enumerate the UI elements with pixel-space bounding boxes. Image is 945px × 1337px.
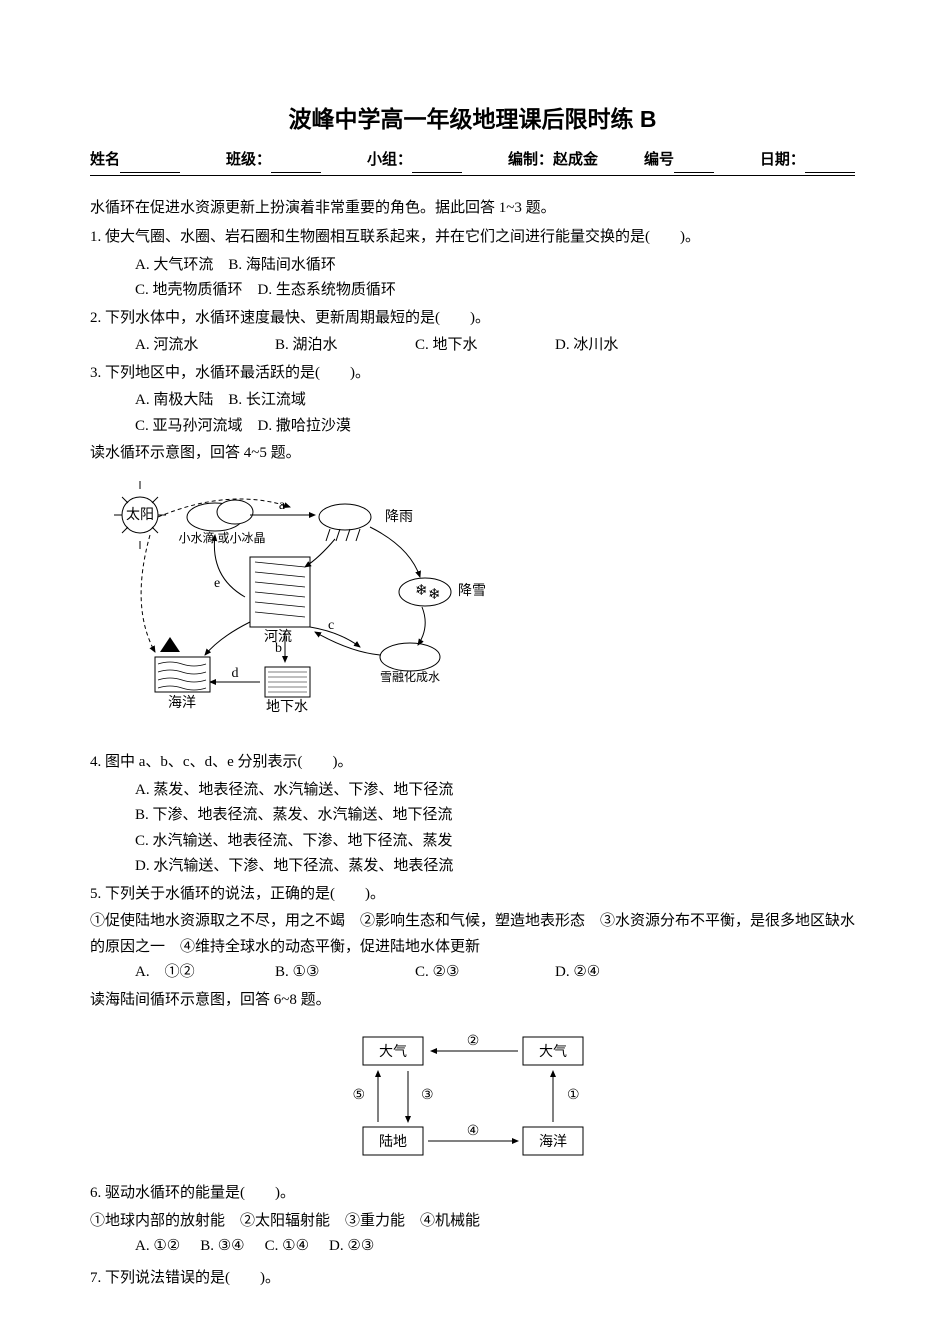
q1-opt-a: A. 大气环流 bbox=[135, 257, 213, 273]
q3-opt-c: C. 亚马孙河流域 bbox=[135, 418, 243, 434]
question-7: 7. 下列说法错误的是( )。 bbox=[90, 1266, 855, 1292]
header-row: 姓名 班级： 小组： 编制：赵成金 编号 日期： bbox=[90, 147, 855, 176]
question-3: 3. 下列地区中，水循环最活跃的是( )。 bbox=[90, 361, 855, 387]
q4-opt-b: B. 下渗、地表径流、蒸发、水汽输送、地下径流 bbox=[135, 803, 855, 829]
svg-text:地下水: 地下水 bbox=[266, 699, 308, 715]
q5-options: A. ①② B. ①③ C. ②③ D. ②④ bbox=[90, 960, 855, 986]
number-label: 编号 bbox=[644, 147, 714, 173]
svg-text:e: e bbox=[214, 576, 220, 591]
water-cycle-diagram: 太阳 小水滴 或小冰晶 a 降雨 ❄❄ 降雪 e 河流 b c 雪融化 bbox=[110, 477, 855, 737]
svg-text:②: ② bbox=[466, 1034, 479, 1049]
date-label: 日期： bbox=[760, 147, 855, 173]
q4-options: A. 蒸发、地表径流、水汽输送、下渗、地下径流 B. 下渗、地表径流、蒸发、水汽… bbox=[90, 778, 855, 880]
sea-land-cycle-diagram: 大气 大气 陆地 海洋 ② ① ④ ⑤ ③ bbox=[90, 1027, 855, 1167]
question-2: 2. 下列水体中，水循环速度最快、更新周期最短的是( )。 bbox=[90, 306, 855, 332]
svg-text:❄: ❄ bbox=[428, 587, 441, 603]
q3-opt-a: A. 南极大陆 bbox=[135, 392, 213, 408]
q4-opt-d: D. 水汽输送、下渗、地下径流、蒸发、地表径流 bbox=[135, 854, 855, 880]
land-icon bbox=[250, 557, 310, 627]
q5-opt-b: B. ①③ bbox=[275, 960, 415, 986]
svg-text:a: a bbox=[279, 498, 286, 513]
svg-text:❄: ❄ bbox=[415, 583, 428, 599]
q5-statements: ①促使陆地水资源取之不尽，用之不竭 ②影响生态和气候，塑造地表形态 ③水资源分布… bbox=[90, 909, 855, 960]
svg-text:③: ③ bbox=[421, 1088, 434, 1103]
name-label: 姓名 bbox=[90, 147, 180, 173]
svg-text:①: ① bbox=[567, 1088, 580, 1103]
q1-options: A. 大气环流 B. 海陆间水循环 C. 地壳物质循环 D. 生态系统物质循环 bbox=[90, 253, 855, 304]
svg-text:降雨: 降雨 bbox=[385, 509, 413, 525]
q6-opt-b: B. ③④ bbox=[200, 1234, 244, 1260]
q5-opt-a: A. ①② bbox=[135, 960, 275, 986]
q2-opt-c: C. 地下水 bbox=[415, 333, 555, 359]
q4-opt-c: C. 水汽输送、地表径流、下渗、地下径流、蒸发 bbox=[135, 829, 855, 855]
svg-text:⑤: ⑤ bbox=[352, 1088, 365, 1103]
q6-opt-a: A. ①② bbox=[135, 1234, 180, 1260]
q2-options: A. 河流水 B. 湖泊水 C. 地下水 D. 冰川水 bbox=[90, 333, 855, 359]
svg-text:海洋: 海洋 bbox=[168, 695, 196, 711]
svg-text:b: b bbox=[275, 641, 282, 656]
q6-opt-c: C. ①④ bbox=[265, 1234, 309, 1260]
svg-text:降雪: 降雪 bbox=[458, 583, 486, 599]
intro-1: 水循环在促进水资源更新上扮演着非常重要的角色。据此回答 1~3 题。 bbox=[90, 196, 855, 222]
snow-icon: ❄❄ bbox=[399, 578, 451, 606]
q2-opt-b: B. 湖泊水 bbox=[275, 333, 415, 359]
svg-text:雪融化成水: 雪融化成水 bbox=[380, 670, 440, 684]
intro-3: 读海陆间循环示意图，回答 6~8 题。 bbox=[90, 988, 855, 1014]
q6-opt-d: D. ②③ bbox=[329, 1234, 374, 1260]
q3-opt-d: D. 撒哈拉沙漠 bbox=[258, 418, 351, 434]
q6-options: A. ①② B. ③④ C. ①④ D. ②③ bbox=[90, 1234, 855, 1260]
ocean-icon bbox=[155, 637, 210, 692]
cloud-icon bbox=[187, 500, 253, 531]
question-5: 5. 下列关于水循环的说法，正确的是( )。 bbox=[90, 882, 855, 908]
svg-text:d: d bbox=[232, 666, 239, 681]
q2-opt-a: A. 河流水 bbox=[135, 333, 275, 359]
sun-icon: 太阳 bbox=[114, 481, 166, 549]
intro-2: 读水循环示意图，回答 4~5 题。 bbox=[90, 441, 855, 467]
q1-opt-d: D. 生态系统物质循环 bbox=[258, 282, 396, 298]
svg-text:大气: 大气 bbox=[539, 1044, 567, 1060]
rain-icon bbox=[319, 504, 371, 541]
q5-opt-c: C. ②③ bbox=[415, 960, 555, 986]
svg-text:小水滴 或小冰晶: 小水滴 或小冰晶 bbox=[178, 530, 265, 545]
q6-statements: ①地球内部的放射能 ②太阳辐射能 ③重力能 ④机械能 bbox=[90, 1209, 855, 1235]
q1-opt-c: C. 地壳物质循环 bbox=[135, 282, 243, 298]
question-6: 6. 驱动水循环的能量是( )。 bbox=[90, 1181, 855, 1207]
svg-text:太阳: 太阳 bbox=[126, 507, 154, 523]
svg-text:c: c bbox=[328, 618, 334, 633]
question-4: 4. 图中 a、b、c、d、e 分别表示( )。 bbox=[90, 750, 855, 776]
q3-opt-b: B. 长江流域 bbox=[228, 392, 306, 408]
compiler-label: 编制：赵成金 bbox=[508, 147, 598, 173]
q5-opt-d: D. ②④ bbox=[555, 960, 695, 986]
svg-text:④: ④ bbox=[466, 1124, 479, 1139]
svg-text:大气: 大气 bbox=[379, 1044, 407, 1060]
page-title: 波峰中学高一年级地理课后限时练 B bbox=[90, 100, 855, 139]
q3-options: A. 南极大陆 B. 长江流域 C. 亚马孙河流域 D. 撒哈拉沙漠 bbox=[90, 388, 855, 439]
q4-opt-a: A. 蒸发、地表径流、水汽输送、下渗、地下径流 bbox=[135, 778, 855, 804]
q2-opt-d: D. 冰川水 bbox=[555, 333, 695, 359]
q1-opt-b: B. 海陆间水循环 bbox=[228, 257, 336, 273]
svg-text:陆地: 陆地 bbox=[379, 1134, 407, 1150]
group-label: 小组： bbox=[367, 147, 462, 173]
class-label: 班级： bbox=[226, 147, 321, 173]
question-1: 1. 使大气圈、水圈、岩石圈和生物圈相互联系起来，并在它们之间进行能量交换的是(… bbox=[90, 225, 855, 251]
svg-text:海洋: 海洋 bbox=[539, 1134, 567, 1150]
